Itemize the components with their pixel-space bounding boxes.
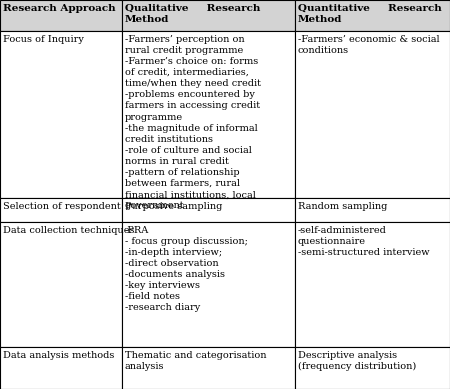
Bar xyxy=(122,0,295,31)
Bar xyxy=(0,347,122,389)
Text: Data analysis methods: Data analysis methods xyxy=(3,350,114,359)
Bar xyxy=(0,0,122,31)
Text: -Farmers’ perception on
rural credit programme
-Farmer’s choice on: forms
of cre: -Farmers’ perception on rural credit pro… xyxy=(125,35,261,210)
Text: Purposive sampling: Purposive sampling xyxy=(125,202,222,211)
Text: -self-administered
questionnaire
-semi-structured interview: -self-administered questionnaire -semi-s… xyxy=(298,226,430,257)
Bar xyxy=(295,198,450,222)
Bar xyxy=(295,31,450,198)
Text: -PRA
- focus group discussion;
-in-depth interview;
-direct observation
-documen: -PRA - focus group discussion; -in-depth… xyxy=(125,226,248,312)
Bar xyxy=(122,222,295,347)
Bar xyxy=(0,198,122,222)
Text: Quantitative     Research
Method: Quantitative Research Method xyxy=(298,4,441,24)
Text: Random sampling: Random sampling xyxy=(298,202,387,211)
Text: Focus of Inquiry: Focus of Inquiry xyxy=(3,35,84,44)
Text: Descriptive analysis
(frequency distribution): Descriptive analysis (frequency distribu… xyxy=(298,350,416,371)
Bar xyxy=(122,347,295,389)
Bar xyxy=(0,31,122,198)
Bar xyxy=(122,198,295,222)
Text: Data collection techniques: Data collection techniques xyxy=(3,226,135,235)
Text: Thematic and categorisation
analysis: Thematic and categorisation analysis xyxy=(125,350,266,371)
Bar xyxy=(295,347,450,389)
Bar xyxy=(295,222,450,347)
Bar xyxy=(0,222,122,347)
Bar xyxy=(295,0,450,31)
Text: -Farmers’ economic & social
conditions: -Farmers’ economic & social conditions xyxy=(298,35,440,55)
Bar xyxy=(122,31,295,198)
Text: Selection of respondent: Selection of respondent xyxy=(3,202,121,211)
Text: Research Approach: Research Approach xyxy=(3,4,116,13)
Text: Qualitative     Research
Method: Qualitative Research Method xyxy=(125,4,260,24)
